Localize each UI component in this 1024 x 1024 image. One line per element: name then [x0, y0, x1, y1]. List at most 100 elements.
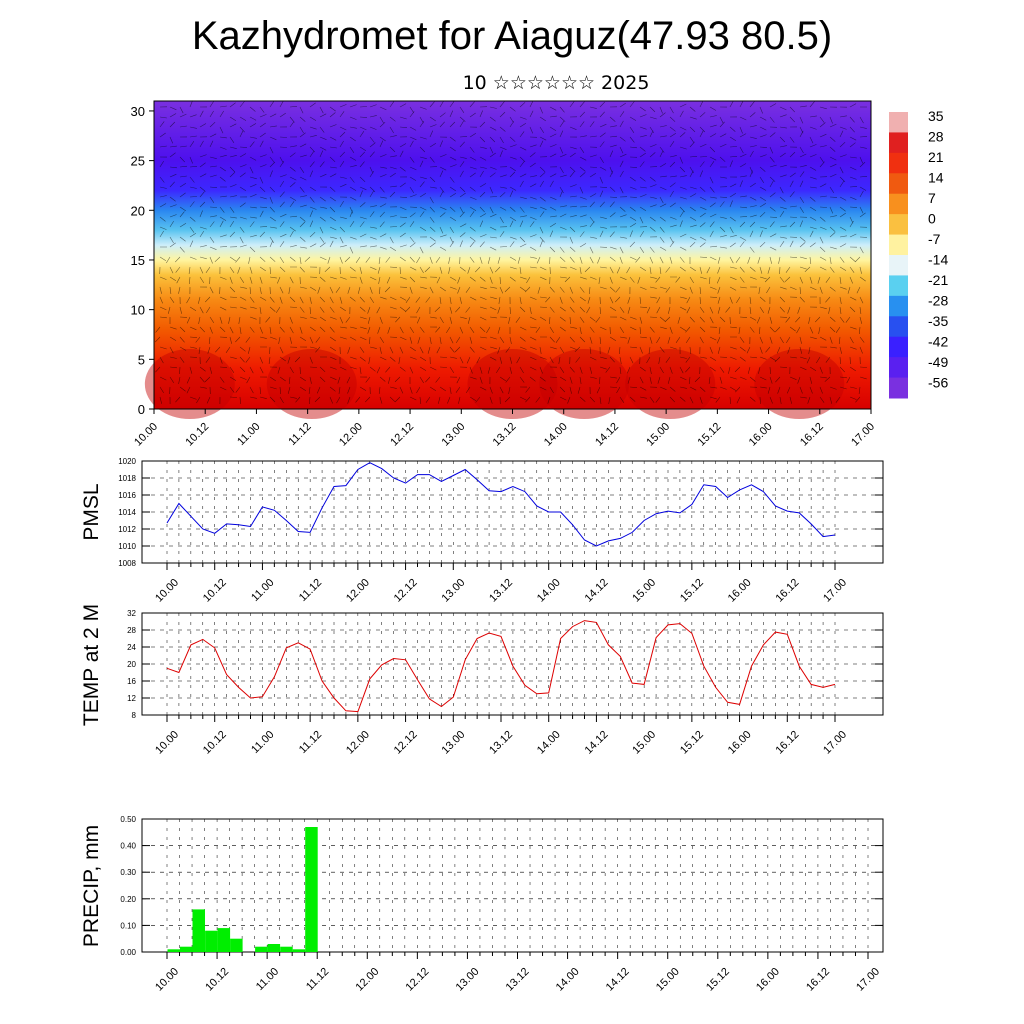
x-tick-label: 11.12 [286, 421, 313, 448]
x-tick-label: 12.00 [353, 966, 381, 994]
colorbar-label: 28 [928, 129, 944, 145]
y-tick-label: 1014 [118, 508, 136, 517]
colorbar-swatch [889, 214, 908, 236]
x-tick-label: 14.12 [593, 421, 621, 449]
y-tick-label: 20 [131, 203, 145, 218]
x-tick-label: 14.00 [535, 729, 563, 757]
colorbar-swatch [889, 234, 908, 256]
x-tick-label: 12.12 [392, 729, 420, 757]
colorbar-label: -21 [928, 272, 948, 288]
x-tick-label: 15.12 [678, 729, 706, 757]
colorbar-label: 21 [928, 149, 944, 165]
precip-bar [255, 946, 268, 952]
colorbar-swatch [889, 173, 908, 195]
x-tick-label: 15.00 [630, 577, 658, 605]
panel-frame [141, 818, 884, 953]
y-tick-label: 10 [131, 303, 145, 318]
x-tick-label: 15.12 [704, 966, 732, 994]
x-tick-label: 14.00 [554, 966, 582, 994]
precip-bar [167, 949, 180, 952]
heatmap-field [154, 101, 871, 409]
x-tick-label: 12.00 [337, 421, 365, 449]
x-tick-label: 13.12 [491, 421, 519, 449]
y-tick-label: 0.20 [120, 895, 136, 904]
x-tick-label: 15.00 [630, 729, 658, 757]
x-tick-label: 12.00 [344, 729, 372, 757]
colorbar-label: 14 [928, 170, 944, 186]
y-tick-label: 1010 [118, 542, 136, 551]
x-tick-label: 17.00 [821, 729, 849, 757]
x-tick-label: 14.00 [542, 421, 570, 449]
x-tick-label: 14.12 [604, 966, 632, 994]
y-tick-label: 5 [138, 352, 145, 367]
x-tick-label: 14.12 [583, 729, 611, 757]
x-tick-label: 11.12 [297, 729, 324, 756]
y-tick-label: 0.30 [120, 868, 136, 877]
x-tick-label: 16.00 [726, 577, 754, 605]
y-axis-title: TEMP at 2 M [80, 604, 103, 726]
x-tick-label: 15.00 [654, 966, 682, 994]
precip-bar [267, 944, 281, 952]
x-tick-label: 12.12 [392, 577, 420, 605]
x-tick-label: 15.12 [696, 421, 724, 449]
warm-surface-region [625, 349, 716, 419]
precip-bar [180, 946, 193, 952]
temp-panel: 8 12 16 20 24 28 32 10.00 10.12 11.00 11.12 12.00 12… [80, 604, 884, 757]
y-tick-label: 15 [131, 253, 145, 268]
precip-bar [292, 949, 306, 952]
colorbar-label: -7 [928, 231, 941, 247]
x-tick-label: 12.00 [344, 577, 372, 605]
colorbar-swatch [889, 275, 908, 297]
x-tick-label: 13.00 [454, 966, 482, 994]
colorbar-swatch [889, 255, 908, 276]
x-tick-label: 14.12 [583, 577, 611, 605]
x-tick-label: 13.00 [439, 421, 467, 449]
colorbar-label: 7 [928, 190, 936, 206]
y-tick-label: 0.00 [120, 948, 136, 957]
x-tick-label: 10.12 [201, 577, 229, 605]
warm-surface-region [754, 349, 845, 419]
series-line [166, 620, 836, 713]
y-axis-title: PMSL [80, 483, 103, 540]
x-tick-label: 13.00 [439, 577, 467, 605]
x-tick-label: 10.12 [201, 729, 229, 757]
x-tick-label: 13.12 [487, 577, 515, 605]
precip-bar [280, 946, 293, 952]
precip-bar [205, 930, 218, 952]
y-tick-label: 20 [127, 660, 136, 669]
x-tick-label: 16.00 [754, 966, 782, 994]
colorbar-swatch [889, 132, 908, 154]
precip-bar [192, 909, 205, 952]
warm-surface-region [266, 349, 357, 419]
y-axis-title: PRECIP, mm [80, 825, 103, 947]
y-tick-label: 1018 [118, 474, 136, 483]
x-tick-label: 16.12 [804, 966, 832, 994]
colorbar-swatch [889, 152, 908, 174]
y-tick-label: 0.50 [120, 815, 136, 824]
x-tick-label: 11.12 [304, 966, 331, 993]
y-tick-label: 24 [127, 643, 136, 652]
x-tick-label: 13.12 [504, 966, 532, 994]
warm-surface-region [467, 349, 558, 419]
y-tick-label: 0 [138, 402, 145, 417]
y-tick-label: 25 [131, 154, 145, 169]
y-tick-label: 16 [127, 677, 136, 686]
precip-panel: 0.00 0.10 0.20 0.30 0.40 0.50 10.00 10.12 11.00 1… [80, 815, 884, 994]
colorbar-label: -49 [928, 354, 948, 370]
y-tick-label: 12 [127, 694, 136, 703]
y-tick-label: 0.10 [120, 921, 136, 930]
pmsl-panel: 1008 1010 1012 1014 1016 1018 1020 10.00 10.12 11… [80, 457, 884, 605]
x-tick-label: 13.12 [487, 729, 515, 757]
x-tick-label: 10.00 [153, 966, 181, 994]
warm-surface-region [539, 349, 630, 419]
colorbar-swatch [889, 193, 908, 215]
x-tick-label: 16.00 [726, 729, 754, 757]
warm-surface-region [144, 349, 235, 419]
colorbar-swatch [889, 357, 908, 379]
y-tick-label: 1020 [118, 457, 136, 466]
colorbar-label: -28 [928, 293, 948, 309]
x-tick-label: 11.00 [254, 966, 281, 993]
colorbar: 35 28 21 14 7 0 -7 -14 -21 -28 -35 -42 -49 -56 [889, 108, 948, 399]
x-tick-label: 15.12 [678, 577, 706, 605]
